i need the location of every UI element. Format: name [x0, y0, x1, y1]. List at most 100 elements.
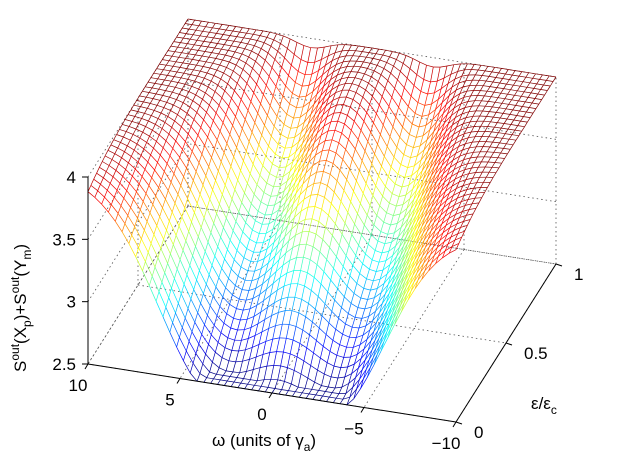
mesh-row-21-37 — [399, 208, 408, 215]
mesh-row-15-44 — [430, 189, 438, 200]
mesh-row-0-10 — [155, 301, 164, 317]
mesh-col-41-21 — [424, 177, 428, 187]
mesh-col-3-19 — [159, 95, 164, 101]
mesh-row-9-25 — [283, 283, 292, 287]
mesh-row-15-41 — [409, 221, 418, 235]
mesh-row-26-35 — [400, 164, 408, 168]
mesh-col-49-26 — [493, 112, 497, 118]
mesh-col-29-31 — [370, 70, 375, 77]
mesh-row-14-30 — [332, 235, 340, 246]
mesh-col-24-10 — [276, 277, 281, 291]
mesh-row-32-36 — [424, 103, 432, 106]
mesh-col-39-20 — [407, 209, 412, 219]
mesh-col-48-7 — [431, 230, 436, 239]
mesh-row-15-38 — [389, 256, 397, 266]
mesh-row-3-41 — [375, 335, 384, 349]
mesh-row-10-36 — [361, 316, 369, 319]
mesh-row-22-33 — [375, 185, 383, 197]
mesh-col-21-26 — [302, 133, 306, 144]
mesh-col-24-31 — [336, 68, 341, 76]
x-tick-mark-4 — [452, 421, 457, 428]
mesh-col-34-28 — [396, 137, 401, 148]
mesh-col-29-2 — [288, 383, 292, 391]
mesh-col-17-14 — [240, 257, 245, 268]
mesh-row-7-12 — [189, 265, 197, 281]
mesh-row-2-37 — [345, 387, 353, 394]
mesh-row-19-34 — [373, 224, 382, 232]
mesh-row-18-32 — [357, 213, 365, 226]
mesh-col-37-27 — [414, 155, 418, 166]
mesh-col-28-7 — [295, 312, 300, 327]
mesh-row-11-48 — [446, 195, 454, 201]
mesh-col-10-29 — [235, 59, 240, 66]
mesh-col-4-22 — [174, 82, 179, 88]
mesh-col-0-7 — [104, 150, 109, 157]
mesh-row-1-24 — [254, 384, 262, 387]
mesh-row-4-36 — [344, 373, 352, 378]
mesh-row-31-38 — [435, 102, 443, 110]
mesh-col-46-18 — [449, 160, 454, 168]
mesh-col-11-9 — [185, 231, 190, 241]
mesh-col-46-11 — [429, 214, 434, 224]
mesh-row-20-20 — [281, 192, 289, 201]
mesh-col-8-24 — [207, 80, 212, 88]
mesh-row-31-26 — [353, 65, 361, 68]
mesh-col-53-32 — [537, 89, 541, 95]
mesh-col-30-10 — [317, 283, 322, 297]
mesh-col-35-1 — [326, 396, 330, 402]
mesh-col-31-16 — [341, 223, 346, 235]
mesh-row-23-24 — [317, 125, 325, 134]
mesh-col-3-20 — [162, 90, 166, 96]
mesh-row-31-36 — [421, 114, 429, 117]
mesh-col-23-10 — [270, 283, 274, 296]
mesh-row-26-14 — [257, 112, 265, 126]
mesh-row-24-15 — [258, 144, 266, 156]
y-tick-mark-0 — [455, 421, 463, 425]
mesh-row-31-9 — [237, 46, 245, 50]
mesh-row-8-15 — [212, 296, 221, 307]
mesh-col-45-20 — [448, 150, 453, 159]
mesh-row-31-17 — [292, 92, 300, 98]
mesh-row-12-29 — [319, 251, 327, 260]
mesh-row-23-15 — [255, 154, 264, 166]
mesh-col-3-11 — [136, 137, 141, 145]
mesh-row-1-41 — [369, 354, 378, 368]
mesh-col-46-17 — [446, 167, 451, 175]
mesh-row-25-34 — [390, 166, 399, 175]
mesh-col-36-14 — [370, 280, 374, 291]
mesh-row-26-39 — [427, 140, 436, 152]
mesh-col-23-19 — [295, 182, 300, 194]
mesh-col-53-26 — [520, 116, 524, 122]
mesh-row-0-52 — [442, 252, 450, 259]
mesh-col-26-10 — [290, 270, 295, 284]
mesh-row-26-18 — [284, 146, 292, 149]
mesh-row-15-23 — [287, 217, 295, 226]
mesh-col-34-24 — [385, 176, 389, 187]
mesh-col-38-34 — [440, 77, 445, 89]
mesh-col-39-5 — [364, 350, 369, 361]
mesh-row-22-21 — [293, 162, 302, 173]
mesh-col-53-16 — [491, 162, 496, 168]
mesh-col-5-31 — [207, 42, 211, 48]
mesh-col-33-4 — [321, 374, 325, 386]
mesh-col-34-34 — [413, 74, 418, 86]
mesh-row-26-27 — [346, 96, 354, 100]
mesh-col-18-17 — [256, 233, 260, 244]
mesh-row-3-26 — [273, 365, 281, 367]
mesh-row-3-52 — [450, 233, 458, 238]
mesh-col-53-1 — [448, 246, 453, 254]
mesh-col-7-14 — [172, 140, 177, 149]
mesh-row-27-43 — [458, 107, 466, 111]
mesh-col-54-26 — [527, 117, 531, 123]
mesh-col-27-18 — [320, 171, 324, 183]
mesh-col-35-10 — [351, 317, 356, 328]
mesh-col-19-29 — [297, 117, 301, 128]
mesh-row-16-41 — [412, 212, 421, 225]
mesh-row-18-39 — [404, 217, 413, 229]
mesh-row-2-22 — [243, 378, 251, 381]
mesh-col-7-33 — [226, 35, 231, 41]
mesh-row-22-20 — [286, 172, 295, 182]
mesh-row-23-12 — [235, 116, 243, 129]
mesh-row-6-20 — [241, 338, 249, 341]
mesh-col-22-29 — [317, 95, 322, 105]
